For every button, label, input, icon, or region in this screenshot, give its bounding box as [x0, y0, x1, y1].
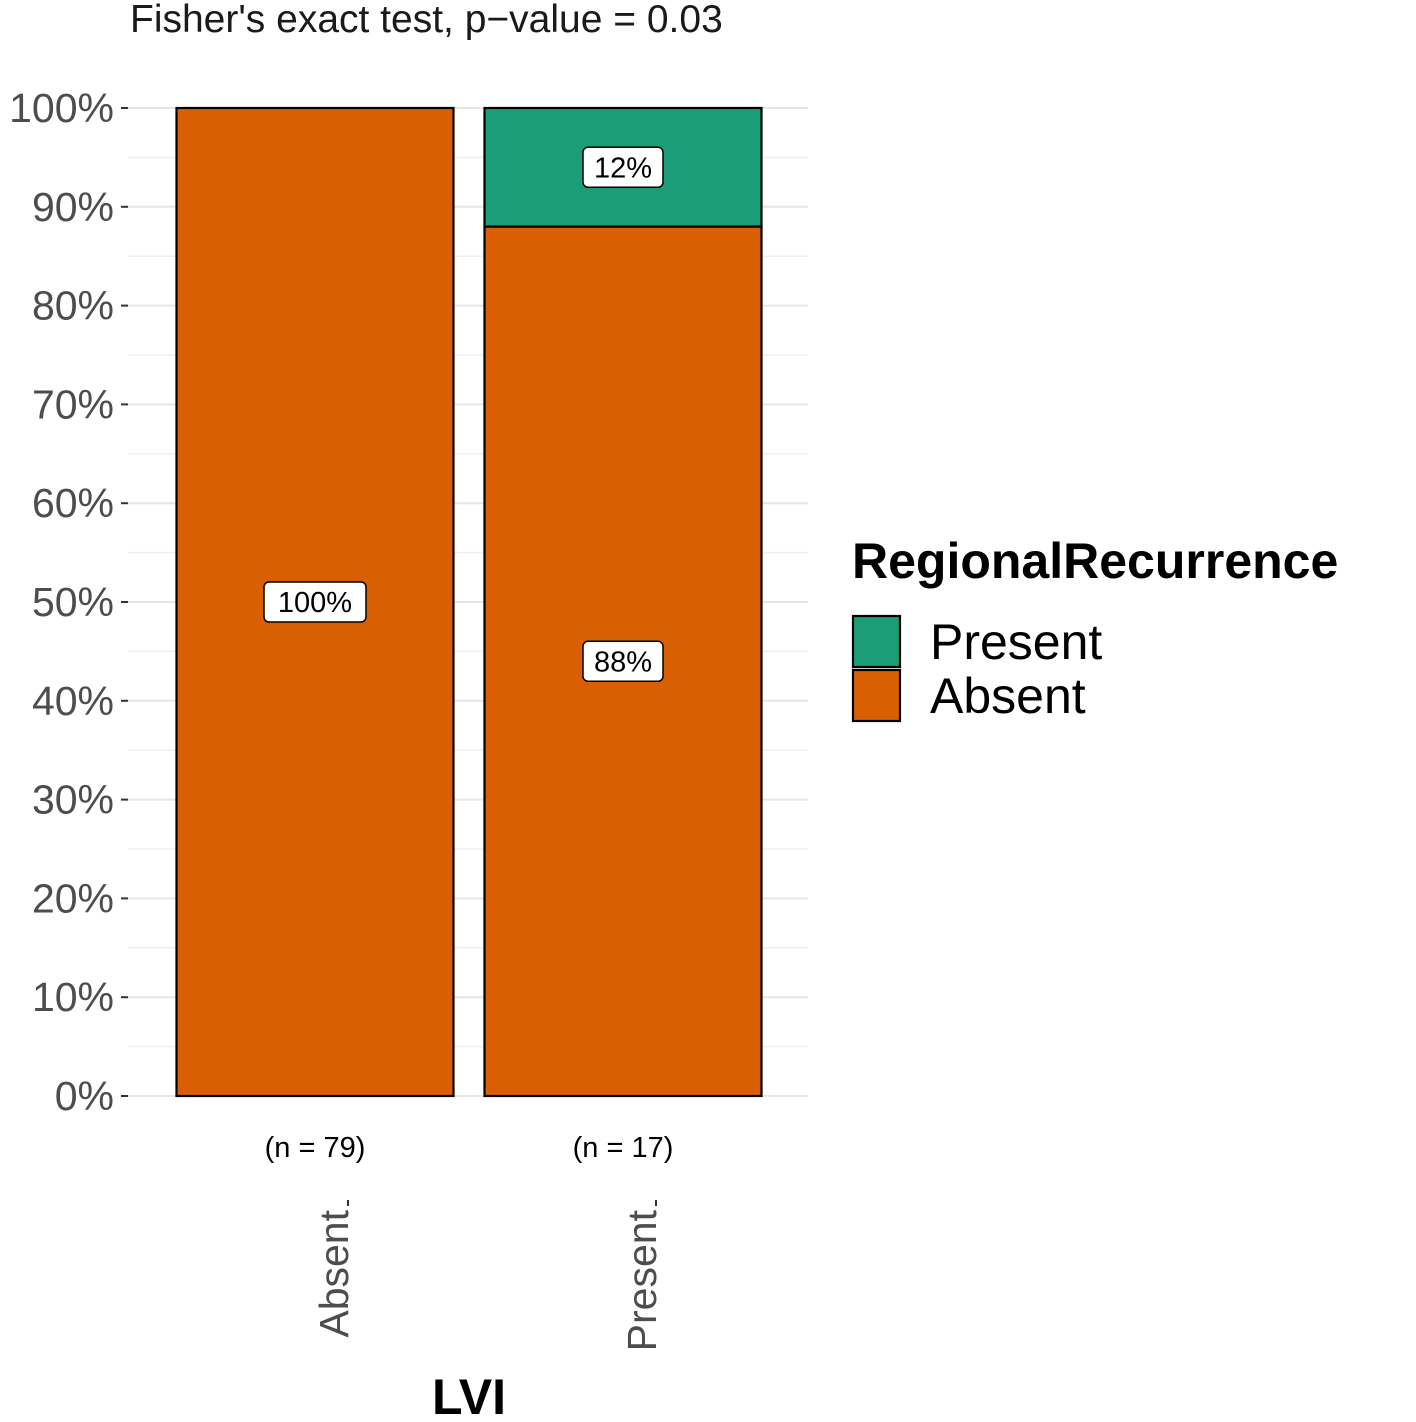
legend-title: RegionalRecurrence: [852, 533, 1338, 589]
x-tick-label: Present: [619, 1209, 665, 1351]
y-tick-label: 80%: [32, 283, 114, 329]
legend-label: Absent: [930, 668, 1086, 724]
x-count-label: (n = 17): [573, 1132, 674, 1164]
y-tick-label: 20%: [32, 875, 114, 921]
chart-title: Fisher's exact test, p−value = 0.03: [130, 0, 723, 41]
x-count-label: (n = 79): [265, 1132, 366, 1164]
data-label: 12%: [594, 152, 652, 184]
y-tick-label: 0%: [55, 1073, 114, 1119]
data-label-box: [582, 640, 664, 683]
y-tick-label: 30%: [32, 777, 114, 823]
y-tick-label: 50%: [32, 579, 114, 625]
x-axis: (n = 79) Absent (n = 17) Present: [265, 1132, 674, 1351]
y-tick-label: 100%: [9, 85, 114, 131]
y-axis: 0% 10% 20% 30% 40% 50% 60% 70% 80% 90% 100%: [9, 85, 128, 1119]
data-label-box: [582, 146, 664, 189]
legend-swatch: [851, 614, 902, 669]
data-label-box: [263, 581, 367, 623]
y-tick-label: 60%: [32, 480, 114, 526]
y-tick-label: 10%: [32, 974, 114, 1020]
legend-label: Present: [930, 614, 1102, 670]
data-label: 100%: [278, 587, 352, 619]
x-tick-label: Absent: [311, 1209, 357, 1337]
data-label: 88%: [594, 646, 652, 678]
x-axis-title: LVI: [432, 1369, 506, 1422]
bar-labels: 100% 88% 12%: [263, 146, 664, 683]
y-tick-label: 90%: [32, 184, 114, 230]
y-tick-label: 70%: [32, 381, 114, 427]
y-tick-label: 40%: [32, 678, 114, 724]
legend-swatch: [851, 668, 902, 723]
